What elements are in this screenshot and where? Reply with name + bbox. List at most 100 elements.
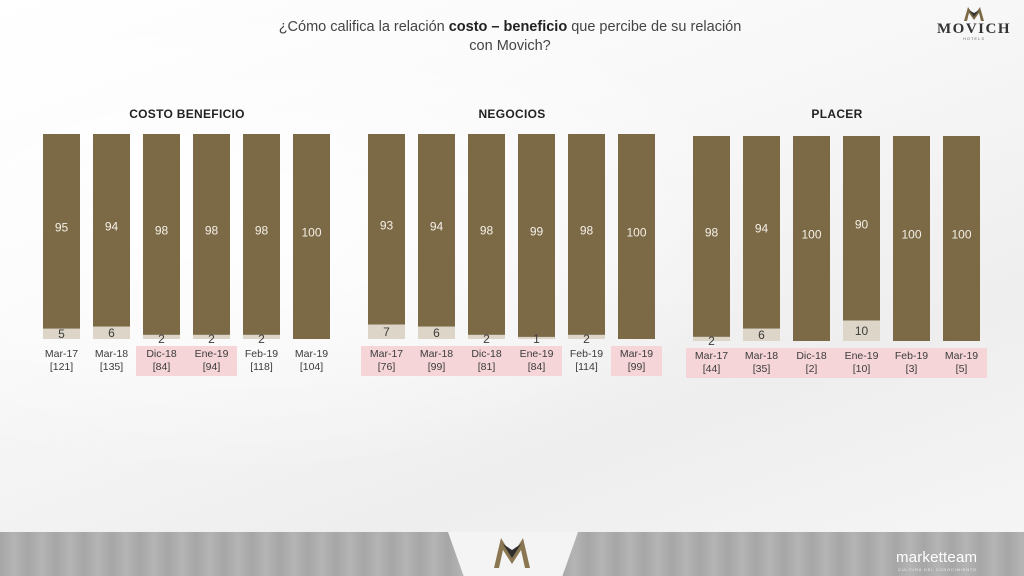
data-label-rest: 2 [158, 332, 165, 346]
category-label: Mar-19 [295, 348, 328, 360]
category-label: Mar-17 [370, 348, 403, 360]
base-label: [5] [956, 363, 968, 375]
data-label-rest: 1 [533, 332, 540, 346]
logo-sub: HOTELS [962, 36, 985, 41]
base-label: [94] [203, 361, 221, 373]
question-pre: ¿Cómo califica la relación [278, 19, 449, 35]
data-label-main: 100 [301, 226, 321, 240]
category-highlight [786, 348, 837, 378]
movich-logo: MOVICH HOTELS [934, 6, 1014, 42]
page-title: ¿Cómo califica la relación costo – benef… [240, 18, 780, 56]
category-label: Feb-19 [895, 350, 928, 362]
bar-rest-segment [43, 328, 80, 339]
base-label: [81] [478, 361, 496, 373]
base-label: [76] [378, 361, 396, 373]
bar-main-segment [468, 134, 505, 335]
data-label-main: 98 [480, 223, 494, 237]
logo-word: MOVICH [937, 21, 1011, 37]
bar-main-segment [243, 134, 280, 335]
bar-main-segment [568, 134, 605, 335]
bar-main-segment [943, 136, 980, 341]
bar-rest-segment [93, 326, 130, 339]
base-label: [104] [300, 361, 323, 373]
category-highlight [686, 348, 737, 378]
category-label: Mar-18 [95, 348, 128, 360]
data-label-main: 100 [951, 228, 971, 242]
data-label-rest: 2 [708, 334, 715, 348]
base-label: [121] [50, 361, 73, 373]
bar-main-segment [743, 136, 780, 329]
panel-title-costo-beneficio: COSTO BENEFICIO [129, 107, 245, 121]
data-label-main: 95 [55, 220, 69, 234]
category-highlight [136, 346, 187, 376]
bar-rest-segment [193, 334, 230, 339]
bar-main-segment [893, 136, 930, 341]
base-label: [135] [100, 361, 123, 373]
bar-rest-segment [368, 324, 405, 339]
data-label-main: 99 [530, 224, 544, 238]
bar-rest-segment [243, 334, 280, 339]
bar-rest-segment [743, 328, 780, 341]
bar-main-segment [518, 134, 555, 337]
category-label: Feb-19 [570, 348, 603, 360]
bar-main-segment [293, 134, 330, 339]
category-label: Feb-19 [245, 348, 278, 360]
category-highlight [461, 346, 512, 376]
marketteam-brand: marketteam [896, 549, 978, 566]
category-label: Ene-19 [845, 350, 879, 362]
category-highlight [511, 346, 562, 376]
data-label-rest: 6 [433, 326, 440, 340]
bar-main-segment [43, 134, 80, 329]
data-label-rest: 7 [383, 325, 390, 339]
data-label-rest: 6 [758, 328, 765, 342]
question-post: que percibe de su relación [567, 19, 742, 35]
data-label-main: 90 [855, 217, 869, 231]
category-highlight [736, 348, 787, 378]
category-label: Ene-19 [520, 348, 554, 360]
bar-rest-segment [568, 334, 605, 339]
base-label: [2] [806, 363, 818, 375]
data-label-rest: 5 [58, 327, 65, 341]
charts-canvas: 955Mar-17[121]946Mar-18[135]982Dic-18[84… [43, 134, 987, 378]
base-label: [10] [853, 363, 871, 375]
category-highlight [186, 346, 237, 376]
base-label: [99] [628, 361, 646, 373]
bar-main-segment [693, 136, 730, 337]
category-label: Dic-18 [471, 348, 502, 360]
question-line2: con Movich? [469, 38, 551, 54]
data-label-rest: 6 [108, 326, 115, 340]
bar-rest-segment [843, 320, 880, 341]
bar-main-segment [793, 136, 830, 341]
question-bold: costo – beneficio [448, 19, 568, 35]
category-label: Mar-18 [745, 350, 778, 362]
category-label: Ene-19 [195, 348, 229, 360]
data-label-main: 98 [580, 223, 594, 237]
data-label-rest: 2 [483, 332, 490, 346]
bar-main-segment [368, 134, 405, 325]
category-label: Mar-18 [420, 348, 453, 360]
bar-rest-segment [693, 336, 730, 341]
footer-movich-icon [494, 538, 530, 568]
data-label-main: 98 [255, 223, 269, 237]
bar-rest-segment [468, 334, 505, 339]
data-label-rest: 10 [855, 324, 869, 338]
base-label: [3] [906, 363, 918, 375]
data-label-main: 100 [901, 228, 921, 242]
data-label-main: 100 [801, 228, 821, 242]
category-highlight [936, 348, 987, 378]
data-label-main: 98 [205, 223, 219, 237]
data-label-rest: 2 [583, 332, 590, 346]
bar-rest-segment [518, 336, 555, 339]
movich-logo-mark [964, 7, 984, 21]
data-label-main: 100 [626, 226, 646, 240]
bar-main-segment [843, 136, 880, 321]
data-label-main: 94 [755, 221, 769, 235]
data-label-main: 93 [380, 218, 394, 232]
bar-main-segment [193, 134, 230, 335]
marketteam-tagline: CULTURA DEL CONOCIMIENTO [898, 567, 977, 572]
bar-main-segment [618, 134, 655, 339]
bar-rest-segment [418, 326, 455, 339]
category-highlight [361, 346, 412, 376]
bar-rest-segment [143, 334, 180, 339]
category-label: Dic-18 [146, 348, 177, 360]
